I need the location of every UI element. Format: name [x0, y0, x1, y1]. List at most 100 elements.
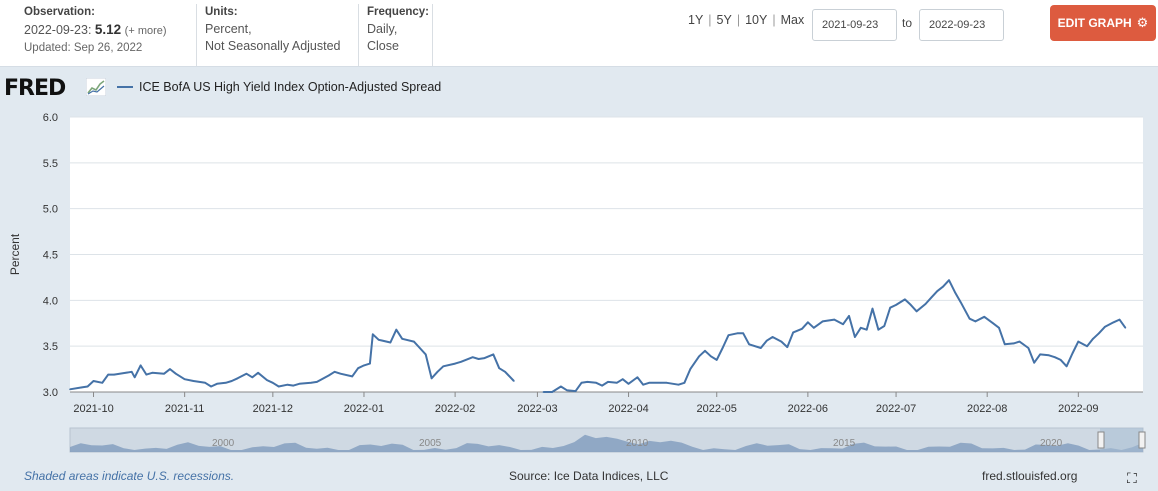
- data-point: [586, 381, 589, 383]
- range-1y-button[interactable]: 1Y: [688, 13, 704, 27]
- data-point: [954, 291, 956, 293]
- x-tick-label: 2022-07: [876, 403, 916, 415]
- navigator-selection: [1100, 428, 1143, 452]
- x-tick-label: 2022-03: [517, 403, 557, 415]
- data-point: [959, 301, 962, 303]
- start-date-input[interactable]: 2021-09-23: [812, 9, 897, 41]
- data-point: [257, 372, 259, 374]
- data-point: [69, 388, 71, 391]
- data-point: [266, 379, 268, 381]
- frequency-line-1: Daily,: [367, 22, 398, 36]
- data-point: [1104, 326, 1106, 328]
- range-max-button[interactable]: Max: [780, 13, 805, 27]
- data-point: [1054, 356, 1056, 359]
- data-point: [948, 279, 950, 281]
- range-separator: |: [772, 13, 776, 27]
- data-point: [286, 383, 289, 386]
- data-point: [942, 285, 944, 288]
- data-point: [689, 368, 692, 370]
- data-point: [601, 384, 603, 387]
- x-tick-label: 2022-04: [608, 403, 648, 415]
- data-point: [883, 325, 886, 327]
- data-point: [92, 380, 95, 382]
- data-point: [225, 382, 227, 384]
- data-point: [683, 382, 686, 384]
- x-tick-label: 2022-09: [1058, 403, 1098, 415]
- data-point: [316, 381, 318, 383]
- data-point: [430, 377, 433, 380]
- x-tick-label: 2021-10: [73, 403, 113, 415]
- data-point: [827, 319, 830, 322]
- data-point: [460, 361, 462, 363]
- data-point: [1048, 354, 1050, 357]
- data-point: [327, 374, 330, 377]
- x-tick-label: 2021-11: [165, 403, 205, 415]
- data-point: [133, 376, 136, 379]
- data-point: [204, 382, 206, 384]
- navigator-handle[interactable]: [1097, 431, 1105, 449]
- data-point: [627, 383, 630, 385]
- updated-text: Updated: Sep 26, 2022: [24, 42, 143, 54]
- data-point: [771, 336, 774, 338]
- data-point: [560, 385, 562, 388]
- data-point: [504, 371, 506, 373]
- fullscreen-icon[interactable]: ⛶: [1127, 470, 1137, 486]
- observation-label: Observation:: [24, 6, 95, 18]
- end-date-input[interactable]: 2022-09-23: [919, 9, 1004, 41]
- observation-date: 2022-09-23:: [24, 23, 92, 37]
- data-point: [81, 386, 83, 389]
- data-point: [924, 303, 927, 305]
- data-point: [865, 328, 868, 331]
- data-point: [642, 383, 644, 386]
- fred-graph-icon: [86, 78, 106, 96]
- range-10y-button[interactable]: 10Y: [745, 13, 768, 27]
- data-point: [351, 375, 354, 378]
- range-5y-button[interactable]: 5Y: [716, 13, 732, 27]
- x-tick-label: 2021-12: [253, 403, 293, 415]
- data-point: [877, 328, 880, 331]
- data-point: [1033, 361, 1035, 364]
- data-point: [833, 318, 836, 321]
- data-point: [677, 383, 680, 386]
- data-point: [101, 382, 104, 384]
- line-chart: 3.0 3.5 4.0 4.5 5.0 5.5 6.0 2021-10 2021-11 2021-…: [8, 112, 1146, 453]
- data-point: [236, 377, 239, 380]
- x-tick-label: 2022-08: [967, 403, 1007, 415]
- navigator-year-label: 2005: [419, 438, 442, 449]
- data-point: [842, 323, 844, 325]
- edit-graph-button[interactable]: EDIT GRAPH ⚙: [1050, 5, 1156, 41]
- data-point: [424, 353, 427, 356]
- data-point: [636, 376, 639, 379]
- data-point: [125, 372, 127, 374]
- navigator-area: [70, 434, 1143, 452]
- data-point: [854, 336, 856, 338]
- series-line: [69, 328, 515, 391]
- y-tick-label: 5.0: [43, 204, 58, 216]
- data-point: [801, 328, 803, 330]
- x-tick-label: 2022-05: [697, 403, 737, 415]
- chart-legend: ICE BofA US High Yield Index Option-Adju…: [117, 80, 441, 94]
- y-tick-label: 3.0: [43, 387, 58, 399]
- data-point: [169, 368, 171, 370]
- data-point: [871, 307, 874, 310]
- data-point: [1059, 359, 1062, 361]
- frequency-label: Frequency:: [367, 6, 429, 18]
- data-point: [974, 320, 977, 323]
- data-point: [760, 347, 762, 349]
- data-point: [566, 389, 568, 392]
- data-point: [130, 371, 133, 373]
- data-point: [983, 316, 986, 318]
- date-to-label: to: [902, 16, 913, 30]
- data-point: [1112, 321, 1115, 324]
- data-point: [277, 385, 280, 388]
- y-tick-label: 4.5: [43, 250, 58, 262]
- fred-logo[interactable]: FRED: [4, 76, 66, 101]
- y-tick-label: 5.5: [43, 158, 58, 170]
- navigator-handle[interactable]: [1138, 431, 1146, 449]
- data-point: [821, 320, 824, 323]
- observation-more-link[interactable]: (+ more): [124, 25, 167, 37]
- data-point: [1118, 318, 1121, 321]
- site-link[interactable]: fred.stlouisfed.org: [982, 469, 1078, 483]
- data-point: [1039, 353, 1041, 356]
- data-point: [542, 391, 545, 393]
